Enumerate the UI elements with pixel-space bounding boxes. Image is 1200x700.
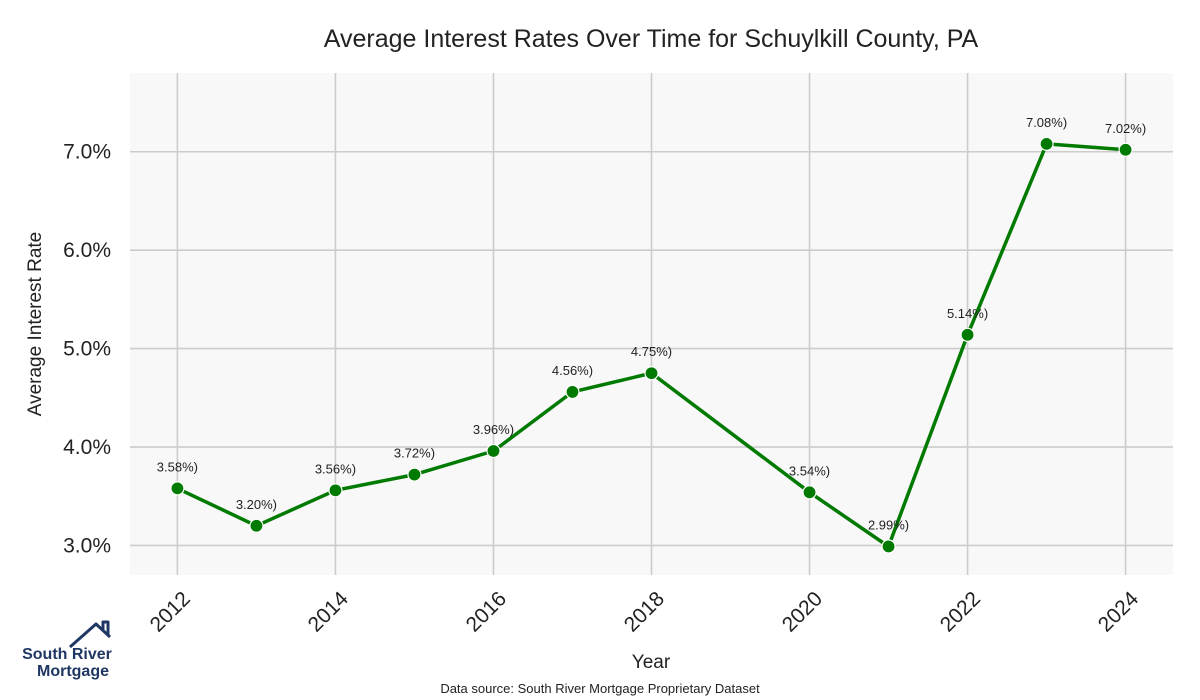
y-axis-label: Average Interest Rate bbox=[25, 232, 46, 416]
data-points bbox=[170, 136, 1133, 554]
data-label: 7.08%) bbox=[1026, 115, 1067, 130]
y-tick-label: 5.0% bbox=[63, 338, 111, 361]
y-tick-label: 3.0% bbox=[63, 534, 111, 557]
chart-title: Average Interest Rates Over Time for Sch… bbox=[324, 25, 979, 53]
data-point bbox=[170, 481, 185, 496]
x-tick-label: 2014 bbox=[304, 587, 354, 637]
house-roof-icon bbox=[69, 620, 112, 649]
data-label: 5.14%) bbox=[947, 306, 988, 321]
data-label: 7.02%) bbox=[1105, 121, 1146, 136]
x-tick-label: 2020 bbox=[778, 587, 827, 636]
data-label: 3.58%) bbox=[157, 459, 198, 474]
data-label: 3.56%) bbox=[315, 461, 356, 476]
data-point bbox=[407, 467, 422, 482]
x-tick-label: 2022 bbox=[936, 587, 985, 636]
data-label: 3.54%) bbox=[789, 463, 830, 478]
data-point bbox=[644, 366, 659, 381]
y-tick-label: 6.0% bbox=[63, 239, 111, 262]
data-point bbox=[1118, 142, 1133, 157]
y-tick-label: 7.0% bbox=[63, 141, 111, 164]
data-point bbox=[881, 539, 896, 554]
data-labels: 3.58%) 3.20%) 3.56%) 3.72%) 3.96%) 4.56%) 4.75… bbox=[157, 115, 1146, 533]
data-point bbox=[486, 443, 501, 459]
data-label: 3.20%) bbox=[236, 497, 277, 512]
data-point bbox=[1039, 136, 1054, 151]
company-logo: South River Mortgage bbox=[22, 620, 112, 680]
data-label: 3.96%) bbox=[473, 422, 514, 437]
logo-line-1: South River bbox=[22, 646, 112, 663]
series-line bbox=[176, 142, 1126, 549]
y-axis-ticks: 3.0% 4.0% 5.0% 6.0% 7.0% bbox=[63, 141, 111, 558]
data-point bbox=[802, 485, 817, 500]
y-tick-label: 4.0% bbox=[63, 436, 111, 459]
data-point bbox=[565, 384, 580, 400]
data-point bbox=[960, 327, 975, 342]
data-label: 4.75%) bbox=[631, 344, 672, 359]
x-axis-ticks: 2012 2014 2016 2018 2020 2022 2024 bbox=[146, 587, 1144, 637]
x-axis-label: Year bbox=[632, 652, 671, 673]
data-label: 2.99%) bbox=[868, 517, 909, 532]
x-tick-label: 2016 bbox=[462, 587, 511, 636]
data-point bbox=[328, 483, 343, 498]
series-line-group bbox=[176, 142, 1126, 549]
x-tick-label: 2012 bbox=[146, 587, 195, 636]
x-tick-label: 2018 bbox=[620, 587, 669, 636]
logo-line-2: Mortgage bbox=[37, 663, 109, 680]
data-label: 4.56%) bbox=[552, 363, 593, 378]
x-tick-label: 2024 bbox=[1094, 587, 1144, 637]
data-source-note: Data source: South River Mortgage Propri… bbox=[440, 681, 760, 696]
data-label: 3.72%) bbox=[394, 446, 435, 461]
data-point bbox=[249, 518, 264, 533]
